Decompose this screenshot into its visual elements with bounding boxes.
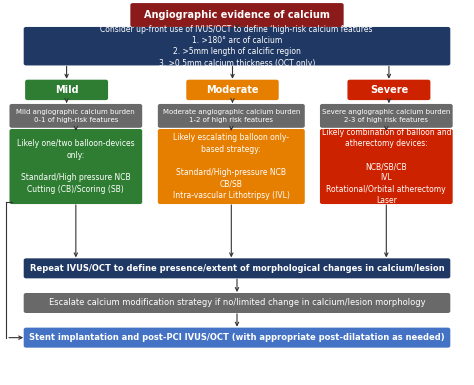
Text: Moderate: Moderate — [206, 85, 259, 95]
FancyBboxPatch shape — [24, 293, 450, 313]
Text: Stent implantation and post-PCI IVUS/OCT (with appropriate post-dilatation as ne: Stent implantation and post-PCI IVUS/OCT… — [29, 333, 445, 342]
FancyBboxPatch shape — [347, 80, 430, 100]
FancyBboxPatch shape — [24, 258, 450, 278]
Text: Mild: Mild — [55, 85, 78, 95]
Text: Likely one/two balloon-devices
only:

Standard/High pressure NCB
Cutting (CB)/Sc: Likely one/two balloon-devices only: Sta… — [17, 139, 135, 194]
FancyBboxPatch shape — [158, 104, 305, 128]
Text: Likely escalating balloon only-
based strategy:

Standard/High-pressure NCB
CB/S: Likely escalating balloon only- based st… — [173, 133, 290, 200]
Text: Likely combination of balloon and
atherectomy devices:

NCB/SB/CB
IVL
Rotational: Likely combination of balloon and athere… — [321, 128, 451, 205]
Text: Mild angiographic calcium burden
0-1 of high-risk features: Mild angiographic calcium burden 0-1 of … — [17, 109, 135, 123]
FancyBboxPatch shape — [158, 129, 305, 204]
FancyBboxPatch shape — [9, 129, 142, 204]
FancyBboxPatch shape — [25, 80, 108, 100]
FancyBboxPatch shape — [186, 80, 279, 100]
Text: Consider up-front use of IVUS/OCT to define ‘high-risk calcium features’
1. >180: Consider up-front use of IVUS/OCT to def… — [100, 25, 374, 68]
Text: Severe: Severe — [370, 85, 408, 95]
Text: Escalate calcium modification strategy if no/limited change in calcium/lesion mo: Escalate calcium modification strategy i… — [49, 298, 425, 308]
Text: Moderate angiographic calcium burden
1-2 of high risk features: Moderate angiographic calcium burden 1-2… — [163, 109, 300, 123]
Text: Severe angiographic calcium burden
2-3 of high risk features: Severe angiographic calcium burden 2-3 o… — [322, 109, 450, 123]
FancyBboxPatch shape — [9, 104, 142, 128]
Text: Angiographic evidence of calcium: Angiographic evidence of calcium — [144, 10, 330, 20]
Text: Repeat IVUS/OCT to define presence/extent of morphological changes in calcium/le: Repeat IVUS/OCT to define presence/exten… — [30, 264, 444, 273]
FancyBboxPatch shape — [24, 27, 450, 65]
FancyBboxPatch shape — [320, 129, 453, 204]
FancyBboxPatch shape — [130, 3, 344, 27]
FancyBboxPatch shape — [320, 104, 453, 128]
FancyBboxPatch shape — [24, 328, 450, 348]
